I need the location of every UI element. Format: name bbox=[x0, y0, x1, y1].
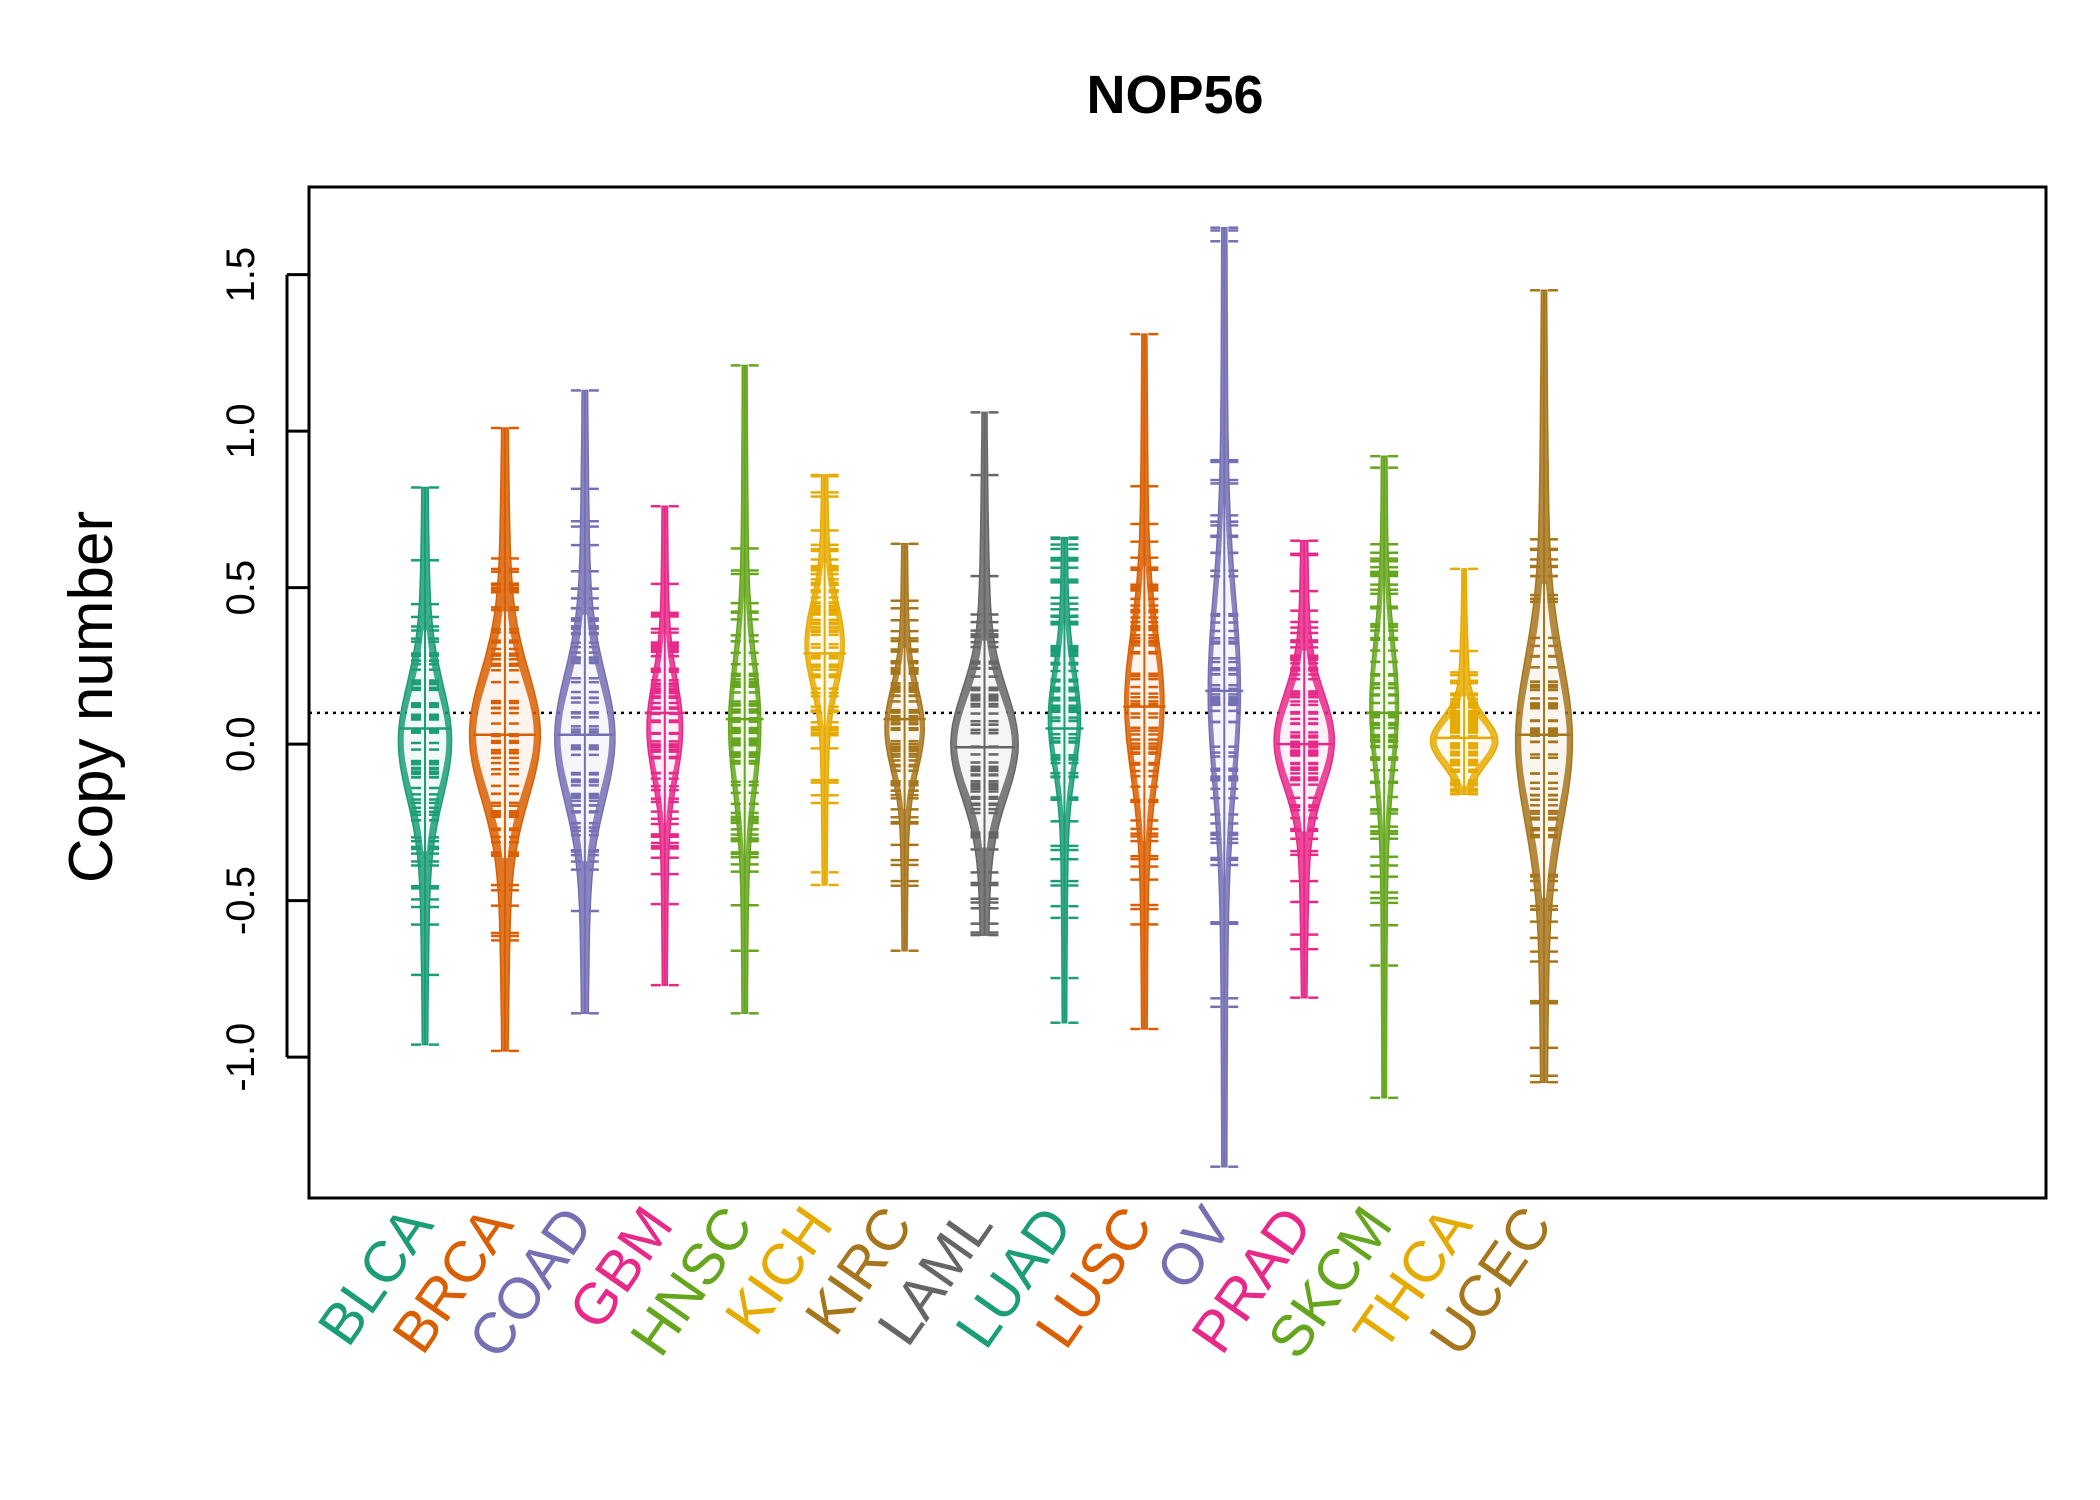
bean-prad bbox=[1273, 539, 1336, 999]
bean-ov bbox=[1205, 226, 1244, 1168]
bean-blca bbox=[397, 486, 453, 1046]
plot-frame bbox=[307, 185, 2048, 1200]
bean-hnsc bbox=[725, 364, 764, 1015]
chart-title: NOP56 bbox=[1086, 65, 1263, 125]
y-axis-label: Copy number bbox=[57, 511, 126, 883]
y-tick-label: -1.0 bbox=[219, 1023, 263, 1092]
bean-brca bbox=[468, 426, 542, 1053]
bean-luad bbox=[1045, 536, 1084, 1024]
bean-kirc bbox=[883, 542, 926, 952]
bean-thca bbox=[1429, 567, 1499, 796]
bean-gbm bbox=[644, 505, 685, 987]
y-tick-label: 0.0 bbox=[219, 716, 263, 772]
y-tick-label: 0.5 bbox=[219, 560, 263, 616]
bean-skcm bbox=[1366, 454, 1402, 1100]
bean-kich bbox=[803, 473, 846, 887]
bean-coad bbox=[554, 389, 616, 1015]
plot-layer: BLCABRCACOADGBMHNSCKICHKIRCLAMLLUADLUSCO… bbox=[219, 185, 2048, 1370]
bean-lusc bbox=[1123, 332, 1166, 1031]
y-tick-label: 1.0 bbox=[219, 403, 263, 459]
y-tick-label: 1.5 bbox=[219, 247, 263, 303]
y-tick-label: -0.5 bbox=[219, 866, 263, 935]
bean-ucec bbox=[1514, 289, 1574, 1084]
bean-laml bbox=[950, 411, 1019, 937]
